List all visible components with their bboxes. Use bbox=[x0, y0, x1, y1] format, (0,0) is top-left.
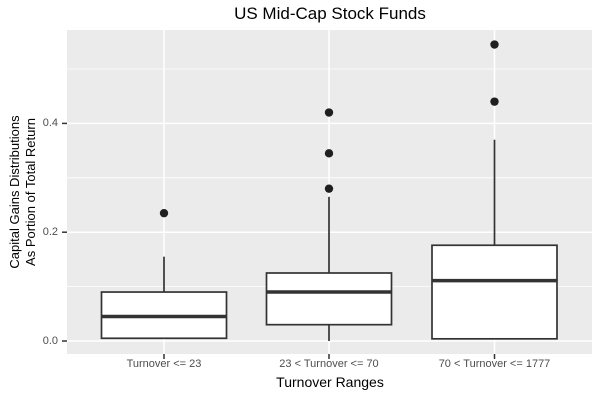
x-tick-label: 70 < Turnover <= 1777 bbox=[438, 358, 551, 370]
x-axis-title: Turnover Ranges bbox=[276, 374, 384, 390]
y-tick-label: 0.4 bbox=[42, 117, 58, 130]
boxplot-group-3 bbox=[431, 40, 558, 340]
box-body bbox=[265, 272, 393, 326]
y-tick-label: 0.2 bbox=[42, 226, 58, 239]
boxplot-group-2 bbox=[265, 108, 393, 341]
outlier-point bbox=[159, 208, 169, 218]
box-body bbox=[431, 244, 558, 340]
x-tick-label: Turnover <= 23 bbox=[126, 358, 202, 370]
boxplot-group-1 bbox=[100, 208, 228, 340]
x-tick-label: 23 < Turnover <= 70 bbox=[279, 358, 379, 370]
chart-title: US Mid-Cap Stock Funds bbox=[234, 4, 426, 23]
y-tick-label: 0.0 bbox=[42, 335, 58, 347]
outlier-point bbox=[490, 97, 499, 106]
outlier-point bbox=[490, 40, 499, 49]
outlier-point bbox=[324, 108, 334, 117]
outlier-point bbox=[324, 184, 334, 193]
outlier-point bbox=[324, 149, 334, 158]
